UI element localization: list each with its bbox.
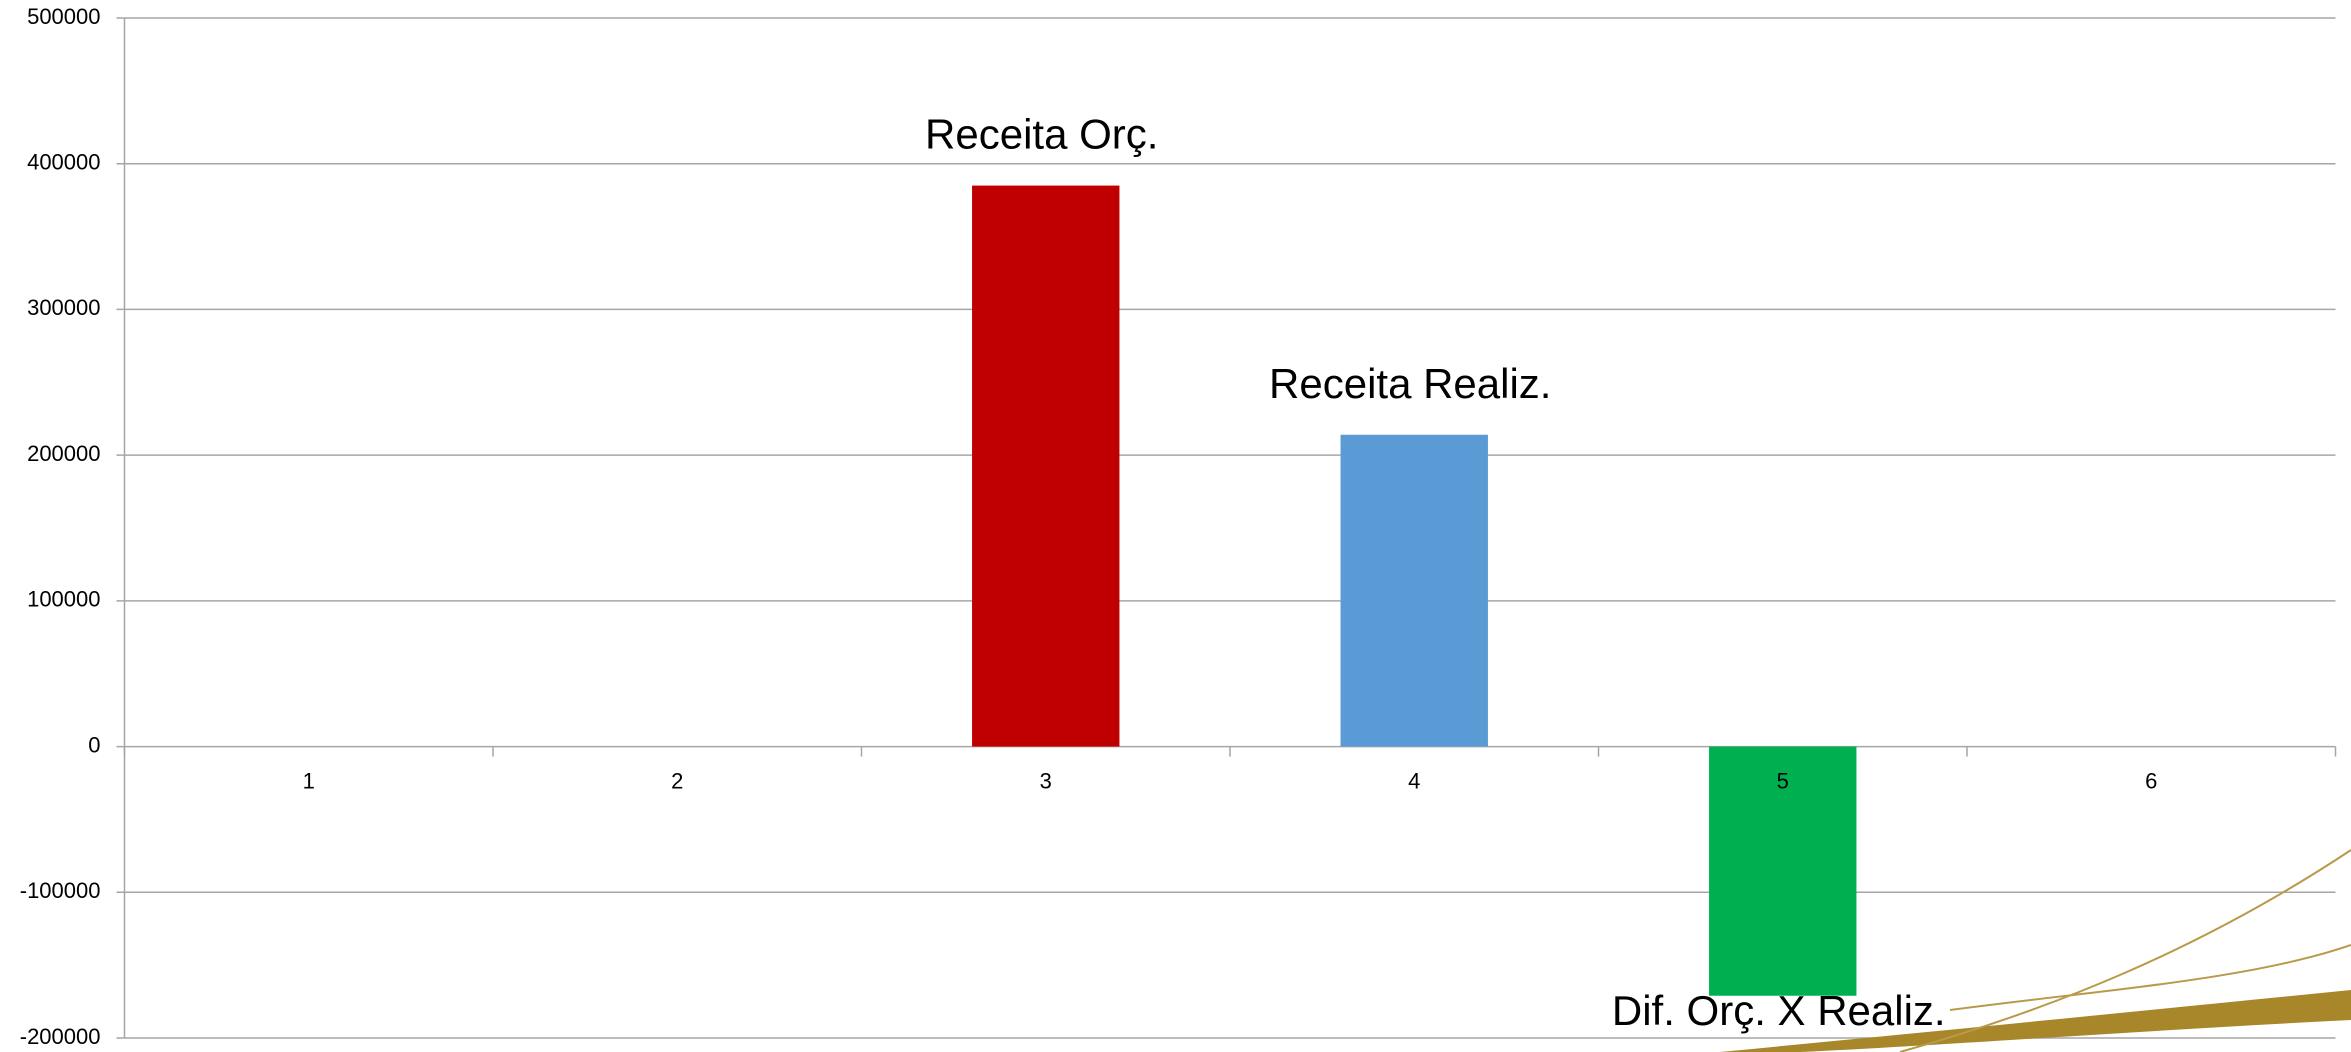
swoosh bbox=[1720, 990, 2351, 1052]
y-tick-label: 300000 bbox=[27, 295, 100, 320]
bar bbox=[1340, 434, 1488, 747]
y-tick-label: 500000 bbox=[27, 4, 100, 29]
x-tick-label: 2 bbox=[671, 768, 683, 793]
swoosh-line bbox=[1899, 849, 2351, 1052]
bar-label: Dif. Orç. X Realiz. bbox=[1612, 987, 1946, 1034]
bar bbox=[1709, 746, 1857, 996]
bar-label: Receita Orç. bbox=[925, 111, 1158, 158]
x-tick-label: 3 bbox=[1040, 768, 1052, 793]
x-tick-label: 1 bbox=[303, 768, 315, 793]
bar bbox=[972, 185, 1120, 747]
y-tick-label: 400000 bbox=[27, 150, 100, 175]
swoosh-line bbox=[1949, 944, 2351, 1011]
y-tick-label: -100000 bbox=[20, 878, 101, 903]
y-tick-label: -200000 bbox=[20, 1024, 101, 1049]
y-tick-label: 0 bbox=[88, 732, 100, 757]
y-tick-label: 200000 bbox=[27, 441, 100, 466]
decoration bbox=[1720, 849, 2351, 1052]
bar-label: Receita Realiz. bbox=[1269, 360, 1551, 407]
y-tick-label: 100000 bbox=[27, 587, 100, 612]
x-tick-label: 4 bbox=[1408, 768, 1420, 793]
x-tick-label: 5 bbox=[1777, 768, 1789, 793]
x-tick-label: 6 bbox=[2145, 768, 2157, 793]
